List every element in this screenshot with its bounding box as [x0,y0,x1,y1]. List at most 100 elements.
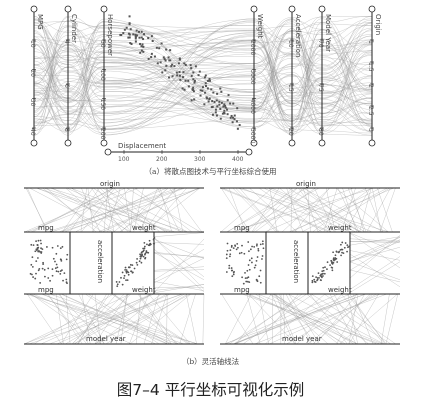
scatter-point [322,273,324,275]
scatter-point [126,271,128,273]
scatter-point [33,244,35,246]
scatter-point [216,93,218,95]
scatter-point [231,275,233,277]
scatter-point [191,88,193,90]
scatter-point [38,269,40,271]
scatter-point [258,275,260,277]
scatter-point [39,282,41,284]
scatter-point [173,65,175,67]
axis-label: MPG [36,14,44,30]
link-line [154,281,204,290]
label-origin: origin [296,180,316,188]
scatter-point [317,277,319,279]
scatter-point [212,92,214,94]
scatter-point [66,254,68,256]
scatter-point [132,33,134,35]
scatter-point [187,80,189,82]
polyline [34,19,372,133]
scatter-point [141,36,143,38]
scatter-point [226,257,228,259]
scatter-point [256,260,258,262]
link-line [350,241,400,261]
scatter-point [143,242,145,244]
scatter-point [44,276,46,278]
scatter-point [257,256,259,258]
scatter-point [233,247,235,249]
scatter-point [324,273,326,275]
link-line [350,270,400,282]
label-acceleration: acceleration [292,240,300,283]
tick-label: 40 [29,128,36,136]
tick-label: 2 [367,84,374,88]
disp-handle-left [105,149,111,155]
scatter-point [234,115,236,117]
scatter-point [30,273,32,275]
scatter-point [244,272,246,274]
scatter-point [37,257,39,259]
scatter-point [247,281,249,283]
scatter-point [122,284,124,286]
scatter-point [170,65,172,67]
link-line [386,294,398,344]
scatter-point [127,37,129,39]
scatter-point [346,251,348,253]
scatter-point [227,243,229,245]
scatter-point [156,47,158,49]
scatter-point [148,244,150,246]
scatter-point [55,267,57,269]
link-line [174,188,183,232]
scatter-point [232,117,234,119]
scatter-point [126,27,128,29]
scatter-point [342,249,344,251]
scatter-point [243,253,245,255]
link-line [270,188,277,232]
scatter-point [163,56,165,58]
scatter-point [194,80,196,82]
scatter-point [151,53,153,55]
scatter-point [220,118,222,120]
scatter-point [127,279,129,281]
scatter-point [52,275,54,277]
scatter-point [331,262,333,264]
scatter-point [229,255,231,257]
flexible-axes-left: originmpg weightmpgaccelerationweightmode… [24,180,204,344]
scatter-point [136,30,138,32]
scatter-point [253,246,255,248]
scatter-point [150,56,152,58]
scatter-point [35,273,37,275]
scatter-point [179,59,181,61]
figure-title: 图7–4 平行坐标可视化示例 [0,378,421,400]
scatter-point [331,267,333,269]
link-line [350,233,400,268]
scatter-point [152,40,154,42]
scatter-point [124,275,126,277]
tick-label: 15 [287,84,294,92]
axis-handle-bottom [31,140,37,146]
scatter-point [135,41,137,43]
scatter-point [145,250,147,252]
link-line [154,284,204,292]
tick-label: 6 [63,84,70,88]
scatter-point [343,252,345,254]
scatter-point [205,85,207,87]
scatter-point [117,283,119,285]
label-mpg-upper: mpg [38,224,54,232]
scatter-point [247,276,249,278]
scatter-point [231,267,233,269]
scatter-point [165,49,167,51]
scatter-point [31,256,33,258]
link-line [337,294,365,344]
scatter-point [193,98,195,100]
scatter-point [260,243,262,245]
scatter-point [120,34,122,36]
scatter-point [200,95,202,97]
scatter-point [153,238,155,240]
scatter-point [340,244,342,246]
scatter-point [201,90,203,92]
tick-label: 100 [99,69,106,81]
scatter-point [236,120,238,122]
link-line [365,188,383,232]
scatter-point [157,62,159,64]
scatter-point [178,62,180,64]
scatter-point [60,247,62,249]
